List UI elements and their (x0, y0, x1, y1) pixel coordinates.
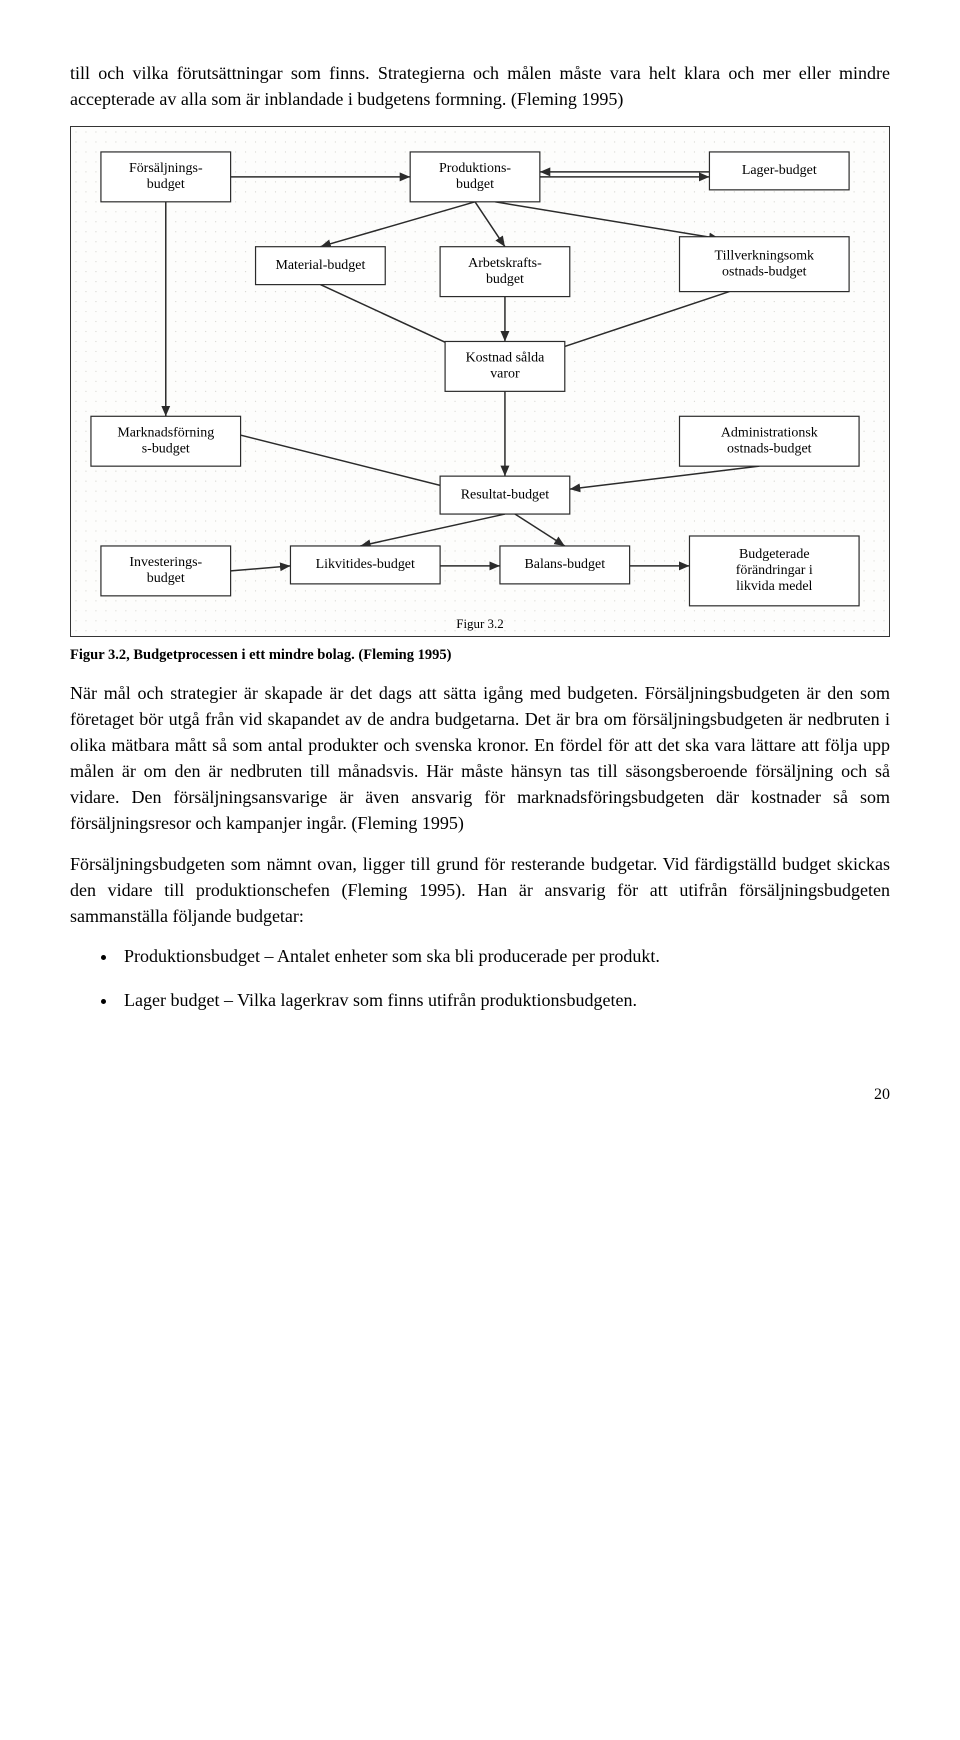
list-item: Lager budget – Vilka lagerkrav som finns… (118, 987, 890, 1013)
svg-text:Kostnad sålda: Kostnad sålda (466, 351, 545, 366)
svg-text:Arbetskrafts-: Arbetskrafts- (468, 256, 542, 271)
flowchart-svg: Försäljnings-budgetProduktions-budgetLag… (71, 127, 889, 636)
svg-text:budget: budget (486, 272, 524, 287)
svg-text:Försäljnings-: Försäljnings- (129, 161, 203, 176)
svg-text:Resultat-budget: Resultat-budget (461, 487, 549, 502)
svg-text:Administrationsk: Administrationsk (721, 426, 818, 441)
svg-text:likvida medel: likvida medel (736, 579, 812, 594)
svg-text:Budgeterade: Budgeterade (739, 547, 810, 562)
svg-text:Lager-budget: Lager-budget (742, 163, 817, 178)
svg-text:Material-budget: Material-budget (275, 258, 365, 273)
svg-text:budget: budget (147, 571, 185, 586)
svg-text:Tillverkningsomk: Tillverkningsomk (715, 249, 815, 264)
svg-text:Likvitides-budget: Likvitides-budget (316, 557, 415, 572)
page-number: 20 (70, 1083, 890, 1106)
svg-text:Figur 3.2: Figur 3.2 (456, 616, 504, 631)
list-item: Produktionsbudget – Antalet enheter som … (118, 943, 890, 969)
figure-caption: Figur 3.2, Budgetprocessen i ett mindre … (70, 645, 890, 666)
svg-text:förändringar i: förändringar i (736, 563, 813, 578)
svg-text:Marknadsförning: Marknadsförning (117, 426, 214, 441)
svg-text:budget: budget (147, 177, 185, 192)
svg-text:Balans-budget: Balans-budget (524, 557, 605, 572)
svg-text:ostnads-budget: ostnads-budget (722, 265, 807, 280)
svg-text:Investerings-: Investerings- (129, 555, 202, 570)
svg-text:varor: varor (490, 367, 520, 382)
svg-text:budget: budget (456, 177, 494, 192)
bullet-list: Produktionsbudget – Antalet enheter som … (70, 943, 890, 1013)
intro-paragraph: till och vilka förutsättningar som finns… (70, 60, 890, 112)
svg-text:s-budget: s-budget (142, 442, 190, 457)
svg-text:Produktions-: Produktions- (439, 161, 511, 176)
svg-text:ostnads-budget: ostnads-budget (727, 442, 812, 457)
body-paragraph-1: När mål och strategier är skapade är det… (70, 680, 890, 837)
body-paragraph-2: Försäljningsbudgeten som nämnt ovan, lig… (70, 851, 890, 929)
budget-diagram: Försäljnings-budgetProduktions-budgetLag… (70, 126, 890, 637)
